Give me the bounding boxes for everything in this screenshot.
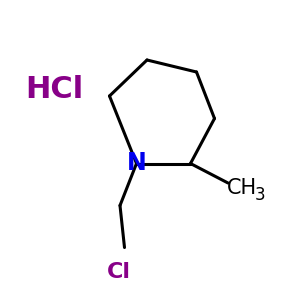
Text: Cl: Cl: [106, 262, 130, 281]
Text: CH: CH: [226, 178, 256, 197]
Text: HCl: HCl: [25, 76, 83, 104]
Text: 3: 3: [255, 186, 266, 204]
Text: N: N: [127, 152, 146, 176]
